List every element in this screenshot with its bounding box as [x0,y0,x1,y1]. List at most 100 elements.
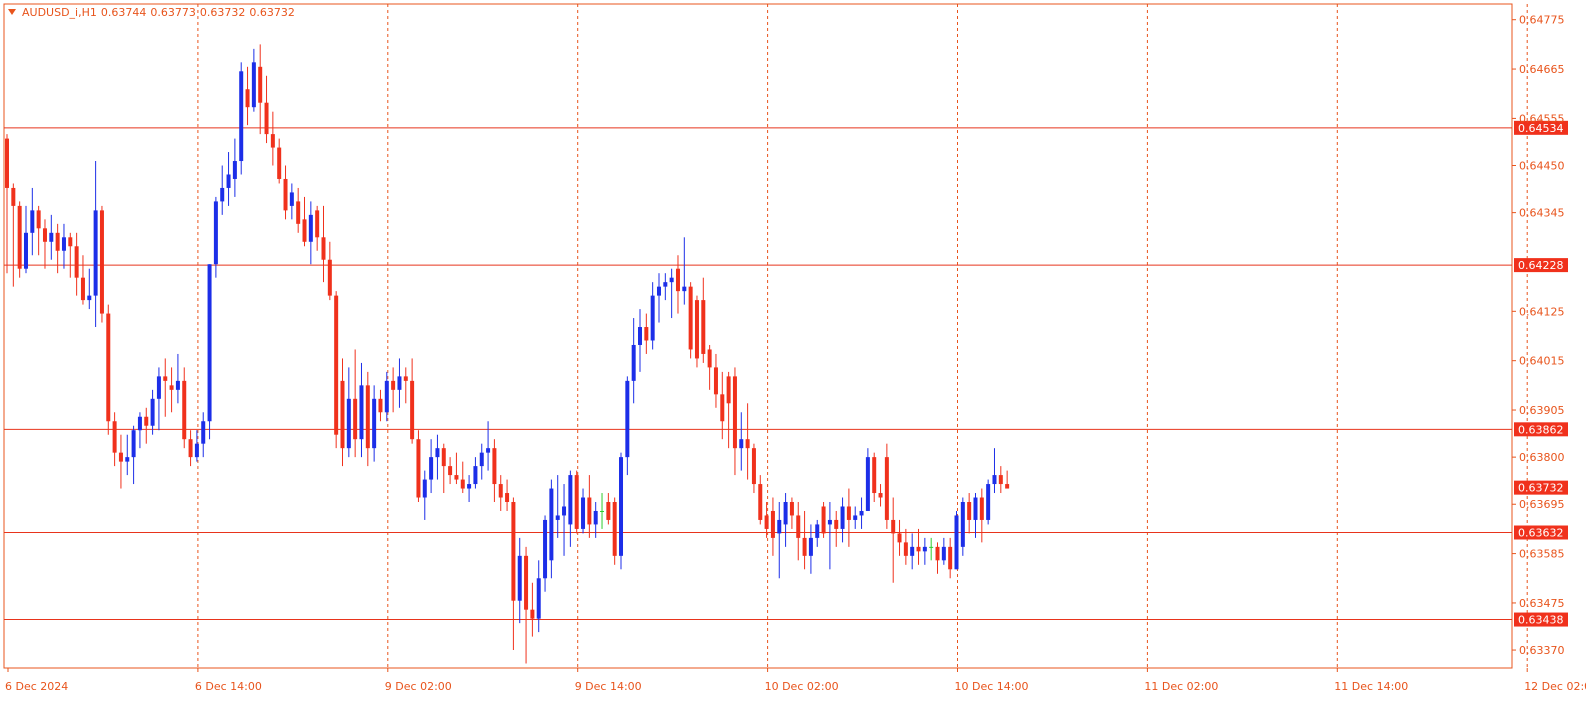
candle [751,443,756,494]
candle-body [903,542,908,556]
candle-body [473,466,478,485]
low-price: 0.63732 [199,6,246,19]
candle [11,183,16,287]
x-tick-label: 11 Dec 14:00 [1334,680,1408,693]
candle-body [93,210,98,296]
candle [429,439,434,494]
x-tick-label: 10 Dec 14:00 [955,680,1029,693]
y-tick-label: 0.64555 [1519,112,1565,125]
symbol-header: AUDUSD_i,H1 0.63744 0.63773 0.63732 0.63732 [8,6,299,19]
candle-body [789,502,794,516]
candle [821,502,826,538]
candle [872,452,877,502]
candle [207,264,212,440]
candle [403,367,408,404]
candle-body [384,380,389,413]
candle [334,291,339,449]
candle [568,470,573,547]
candle [194,430,199,462]
collapse-triangle-icon[interactable] [8,9,16,15]
candle-body [960,502,965,547]
candle-body [593,510,598,525]
candle-body [321,237,326,260]
candle [967,493,972,534]
candle-body [517,555,522,601]
candlestick-series [5,44,1010,664]
candle [941,537,946,565]
candle [460,461,465,494]
candle [308,201,313,265]
candle-body [530,609,535,619]
candle [302,196,307,247]
y-tick-label: 0.63370 [1519,644,1565,657]
y-tick-label: 0.64775 [1519,14,1565,27]
candle [448,457,453,485]
candle-body [61,237,66,251]
candle [118,434,123,489]
y-tick-label: 0.64450 [1519,160,1565,173]
candle-body [777,519,782,534]
candle-body [505,493,510,502]
candle [55,223,60,274]
candle [232,138,237,197]
x-tick-label: 9 Dec 14:00 [575,680,642,693]
candle-body [891,519,896,534]
candle [853,506,858,529]
candle-body [334,295,339,435]
candle-body [232,161,237,179]
candle-body [935,546,940,561]
candle [713,353,718,408]
candle-body [910,546,915,556]
candle [99,205,104,323]
candle-body [492,448,497,485]
candle-body [188,439,193,458]
current-price-box [1514,480,1568,495]
y-tick-label: 0.63585 [1519,548,1565,561]
candle [498,475,503,511]
candle [315,205,320,251]
symbol-name: AUDUSD_i,H1 [22,6,97,19]
candle [213,196,218,278]
candle [511,497,516,651]
candle-body [581,497,586,529]
candle-body [568,475,573,525]
candle [264,75,269,144]
candle [536,560,541,633]
candle [524,546,529,664]
candle [106,304,111,435]
candle-body [112,421,117,453]
candle-body [87,295,92,301]
candle [600,493,605,529]
plot-area [3,3,1513,669]
candle-body [536,578,541,619]
candle [378,389,383,422]
level-price-box [1514,525,1568,540]
candle-body [644,327,649,341]
candle-body [555,515,560,520]
candle-body [600,510,605,512]
candle [169,367,174,413]
x-tick-label: 6 Dec 2024 [5,680,68,693]
candle-body [783,502,788,525]
candle-body [967,502,972,520]
candle-body [859,510,864,516]
candle-body [656,286,661,296]
candle [694,295,699,368]
candle-body [720,394,725,422]
candle-body [435,448,440,458]
candle [916,528,921,565]
candle [251,48,256,112]
candle-body [562,506,567,516]
y-tick-label: 0.63695 [1519,498,1565,511]
current-price-label: 0.63732 [1518,482,1564,495]
candle [188,430,193,467]
candle [979,488,984,543]
level-price-label: 0.63862 [1518,423,1564,436]
candle [891,497,896,583]
candle [201,412,206,458]
candle-body [372,398,377,449]
candle-body [865,457,870,511]
candle [650,282,655,350]
close-price: 0.63732 [249,6,295,19]
